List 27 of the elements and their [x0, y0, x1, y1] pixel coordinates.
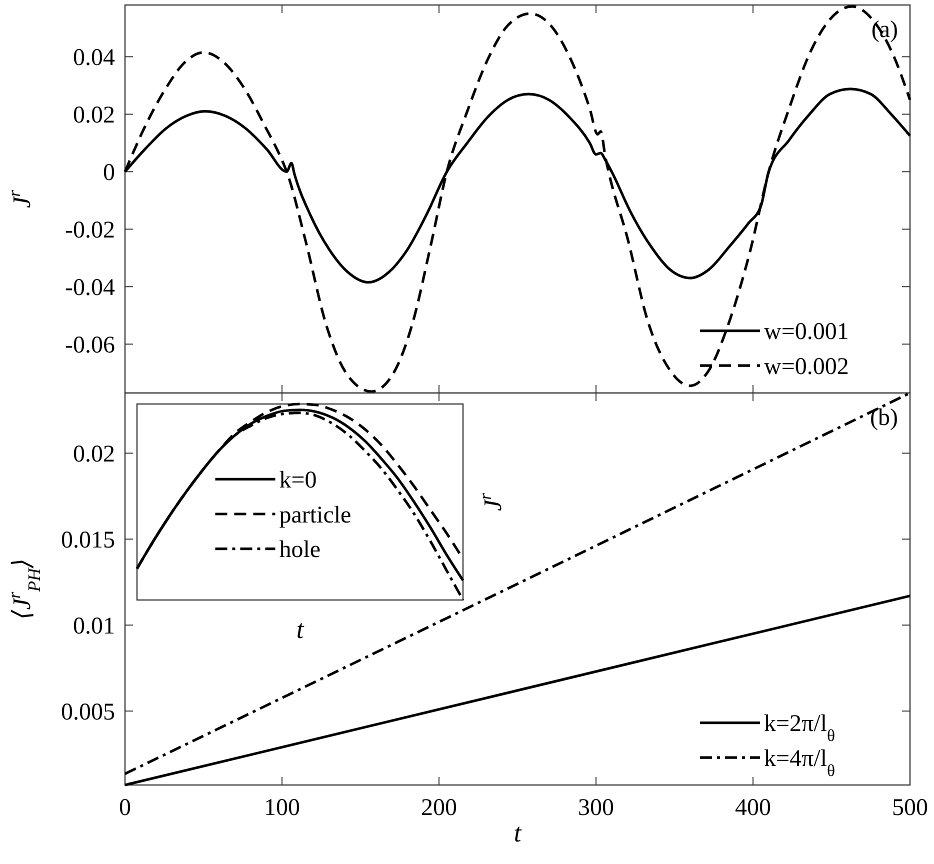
legend-label: k=2π/l$_{θ}$ — [764, 711, 836, 745]
y-tick-label: 0.015 — [61, 528, 115, 554]
x-tick-label: 200 — [421, 795, 457, 821]
legend-label: hole — [279, 537, 321, 564]
legend-label: w=0.002 — [764, 354, 849, 380]
y-tick-label: 0.02 — [73, 442, 115, 468]
x-tick-label: 400 — [735, 795, 771, 821]
legend-label: particle — [279, 502, 352, 528]
y-tick-label: -0.04 — [65, 275, 115, 302]
x-tick-label: 0 — [119, 795, 131, 821]
x-tick-label: 300 — [578, 795, 614, 821]
x-axis-title: t — [514, 817, 522, 848]
y-tick-label: -0.06 — [65, 332, 115, 359]
y-tick-label: 0 — [103, 160, 115, 186]
x-axis-title: t — [296, 614, 304, 644]
annotation: (b) — [870, 405, 898, 431]
legend-label: k=4π/l$_{θ}$ — [764, 746, 836, 780]
y-tick-label: -0.02 — [65, 218, 115, 244]
x-tick-label: 500 — [892, 795, 928, 821]
annotation: (a) — [871, 17, 898, 43]
y-tick-label: 0.005 — [61, 699, 115, 726]
legend-label: w=0.001 — [764, 319, 849, 346]
x-tick-label: 100 — [264, 795, 300, 821]
y-tick-label: 0.02 — [73, 102, 115, 129]
legend-label: k=0 — [279, 468, 317, 494]
y-tick-label: 0.04 — [73, 45, 115, 72]
y-tick-label: 0.01 — [73, 614, 115, 640]
